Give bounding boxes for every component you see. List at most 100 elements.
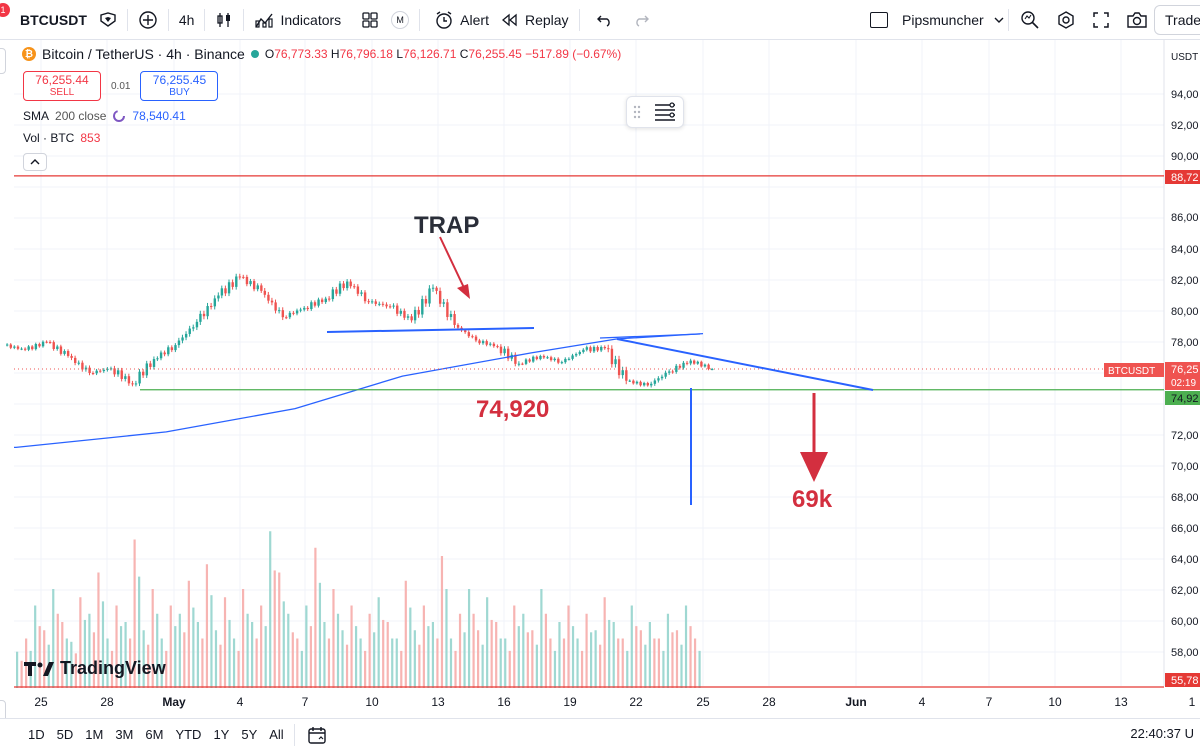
legend-title[interactable]: Bitcoin / TetherUS · 4h · Binance [42,46,245,62]
range-button-1m[interactable]: 1M [85,727,104,742]
collapse-legend-button[interactable] [23,153,47,171]
candles-style-icon[interactable] [209,4,239,36]
volume-bar [332,589,335,688]
watchlist-flag-icon[interactable] [93,4,123,36]
tradingview-logo[interactable]: TradingView [24,658,166,679]
candle-body [664,372,667,377]
sma-name: SMA [23,109,50,123]
indicators-label: Indicators [280,11,342,28]
drawing-settings-icon[interactable] [653,102,677,122]
chevron-up-icon [30,159,40,165]
volume-bar [323,622,326,688]
volume-bar [571,626,575,688]
candle-body [224,288,227,294]
calendar-icon[interactable] [307,725,327,745]
range-button-3m[interactable]: 3M [115,727,134,742]
candle-body [521,363,524,365]
sma-indicator-row[interactable]: SMA 200 close 78,540.41 [23,109,186,123]
volume-bar [594,630,597,688]
camera-icon[interactable] [1120,4,1154,36]
layout-selector[interactable]: Pipsmuncher [864,4,1010,36]
buy-price: 76,255.45 [152,73,207,87]
candle-body [206,306,209,317]
candle-body [689,360,692,364]
candle-body [438,290,442,304]
candle-body [252,281,256,290]
volume-bar [599,644,602,688]
symbol-search[interactable]: BTCUSDT [14,12,93,28]
candle-body [517,363,521,365]
volume-bar [142,630,145,688]
redo-icon[interactable] [626,4,656,36]
indicators-button[interactable]: Indicators [248,4,347,36]
drag-handle-icon[interactable] [633,105,641,119]
range-button-ytd[interactable]: YTD [175,727,202,742]
range-button-1d[interactable]: 1D [28,727,45,742]
clock-timezone[interactable]: 22:40:37 U [1130,726,1194,741]
candle-body [660,376,664,379]
candle-body [464,330,467,333]
candle-body [210,306,213,308]
candle-body [653,380,657,384]
volume-bar [531,630,534,688]
price-tick-label: 94,00 [1171,89,1199,101]
rewind-icon [501,13,517,26]
volume-bar [540,589,543,688]
volume-bar [580,650,584,688]
range-button-all[interactable]: All [269,727,284,742]
volume-indicator-row[interactable]: Vol · BTC 853 [23,131,100,145]
bitcoin-icon: ₿ [22,47,36,61]
candle-body [270,300,274,303]
candle-body [324,298,327,303]
candle-body [131,383,134,385]
notification-badge[interactable]: 1 [0,3,10,17]
candle-body [492,343,496,347]
settings-hexagon-icon[interactable] [1050,4,1082,36]
volume-bar [481,644,484,688]
buy-button[interactable]: 76,255.45 BUY [140,71,219,101]
volume-bar [612,622,615,688]
volume-bar [436,638,439,688]
range-button-5y[interactable]: 5Y [241,727,258,742]
candle-body [600,346,603,351]
candle-body [195,321,199,328]
currency-label[interactable]: USDT [1171,52,1198,63]
volume-bar [486,597,489,688]
replay-button[interactable]: Replay [495,4,575,36]
trade-button[interactable]: Trade [1154,5,1200,35]
undo-icon[interactable] [590,4,620,36]
range-button-6m[interactable]: 6M [145,727,164,742]
top-toolbar: 1 BTCUSDT 4h Indicators M Alert Replay [0,0,1200,40]
quick-search-icon[interactable] [1014,4,1046,36]
candle-body [88,367,91,373]
volume-bar [576,638,579,688]
templates-grid-icon[interactable] [355,4,385,36]
candle-body [632,380,635,384]
left-tool-button[interactable] [0,48,6,74]
sell-button[interactable]: 76,255.44 SELL [23,71,101,101]
candle-body [413,309,417,321]
candle-body [553,358,556,361]
alert-button[interactable]: Alert [428,4,495,36]
time-tick-label: 13 [431,695,445,709]
candle-body [31,346,34,350]
candle-body [478,340,481,344]
trap-arrow-line [439,236,467,293]
volume-bar [34,605,37,688]
chart-canvas[interactable]: 94,00 92,00 90,00 86,00 84,00 82,00 80,00 78,00… [0,40,1200,720]
range-button-1y[interactable]: 1Y [213,727,230,742]
range-button-5d[interactable]: 5D [56,727,74,742]
volume-bar [680,644,683,688]
volume-bar [477,630,480,688]
candle-body [657,378,660,381]
volume-bar [74,653,77,688]
volume-bar [128,638,132,688]
fullscreen-icon[interactable] [1086,4,1116,36]
templates-badge[interactable]: M [385,4,415,36]
candle-body [260,285,263,291]
volume-bar [526,632,529,688]
interval-button[interactable]: 4h [178,11,195,28]
candle-body [285,317,288,319]
volume-bar [309,626,312,688]
compare-add-icon[interactable] [132,4,164,36]
